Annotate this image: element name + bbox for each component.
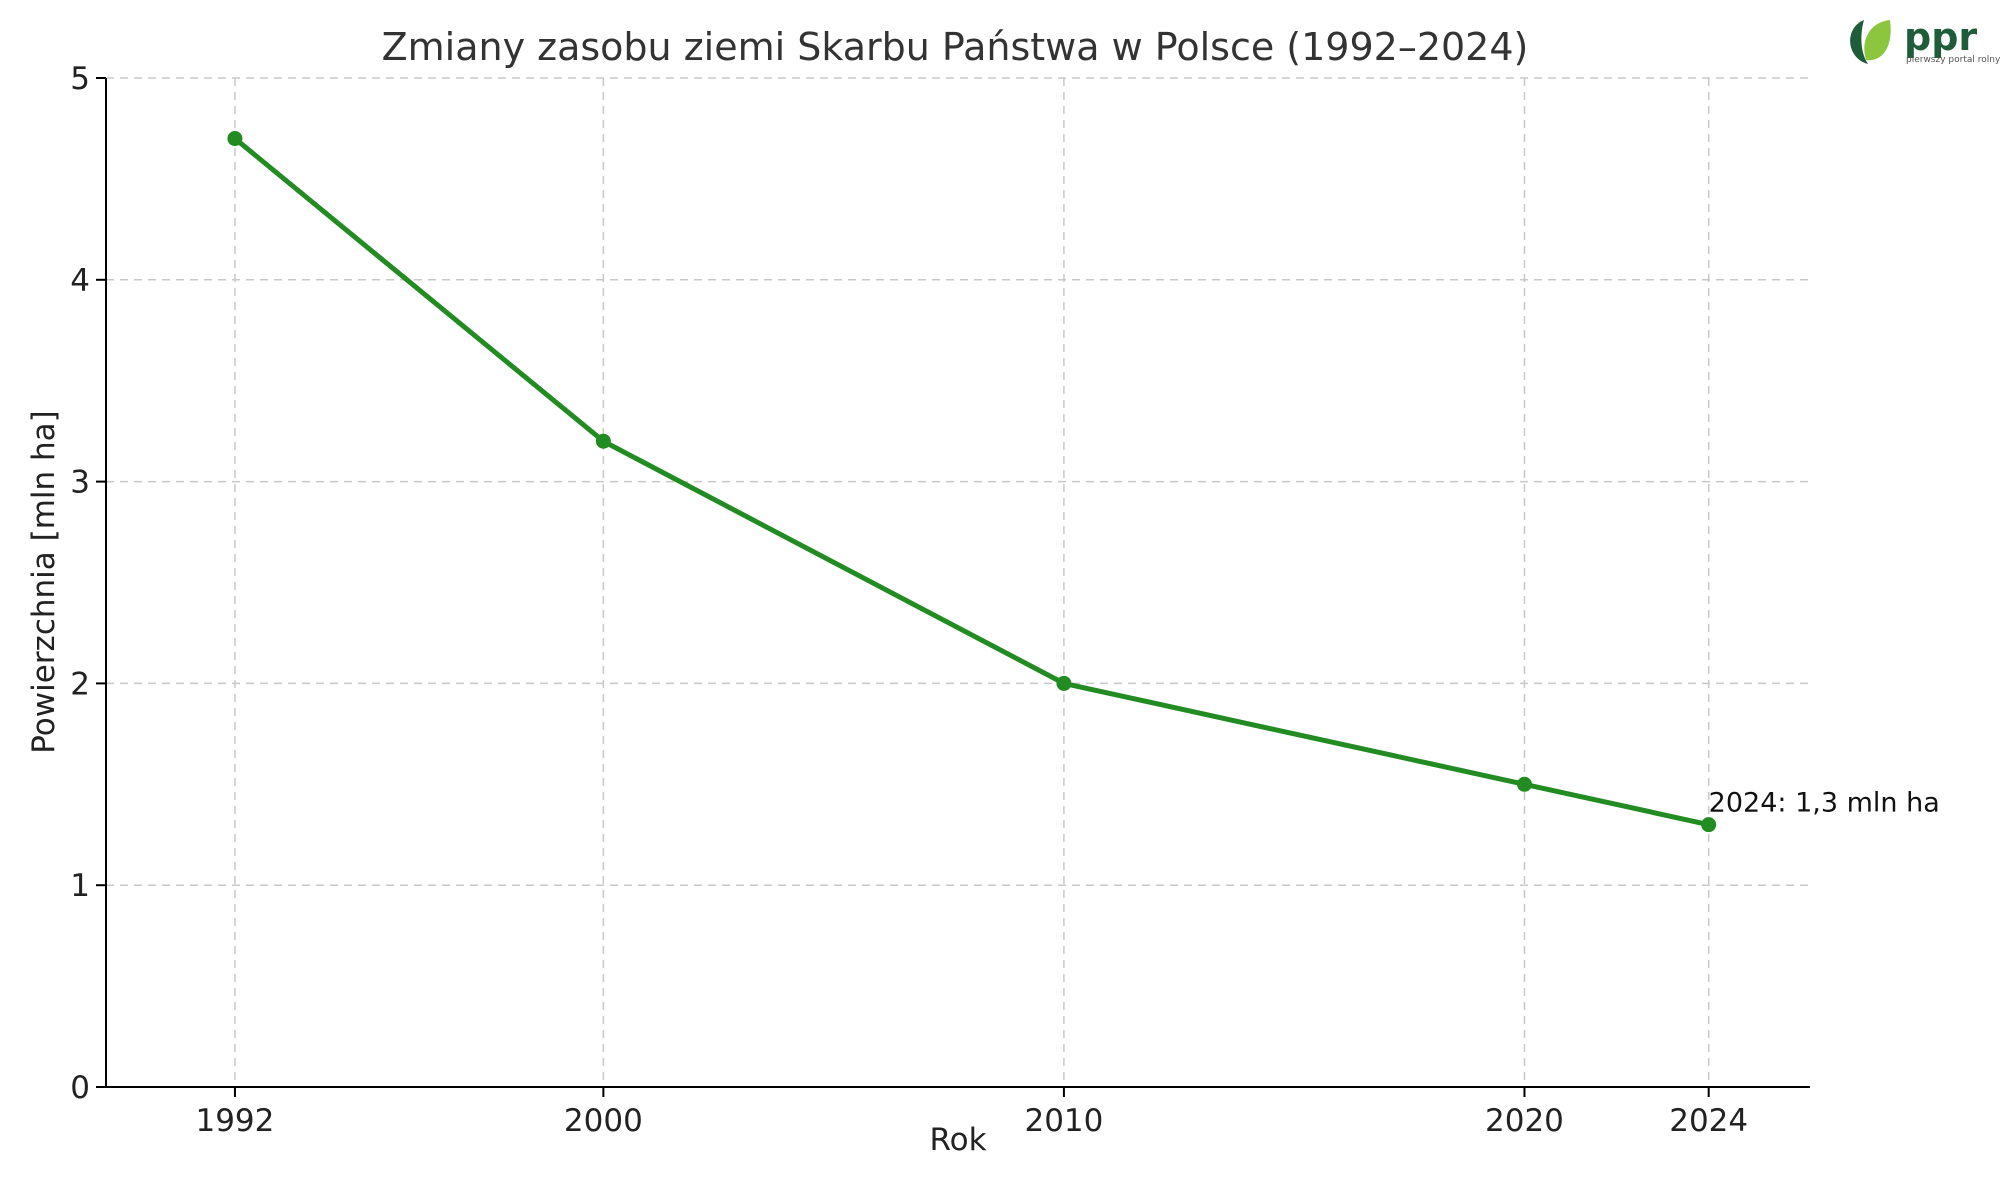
data-point [227, 131, 243, 147]
x-tick-label: 2000 [564, 1103, 643, 1139]
axes [105, 78, 1810, 1088]
data-point [1056, 675, 1072, 691]
grid [106, 77, 1810, 1087]
x-axis-label: Rok [929, 1122, 986, 1158]
logo-tagline: pierwszy portal rolny [1906, 55, 2000, 65]
chart-title: Zmiany zasobu ziemi Skarbu Państwa w Pol… [382, 25, 1529, 69]
ticks: 0 1 2 3 4 5 1992 2000 2010 2020 2024 [70, 61, 1748, 1139]
y-tick-label: 0 [70, 1070, 90, 1106]
annotations: 2024: 1,3 mln ha [1709, 788, 1940, 819]
logo-leaf-dark-icon [1850, 20, 1868, 64]
y-tick-label: 3 [70, 465, 90, 501]
data-label: 2024: 1,3 mln ha [1709, 788, 1940, 819]
y-tick-label: 4 [70, 263, 90, 299]
data-point [595, 433, 611, 449]
logo-leaf-light-icon [1864, 20, 1891, 61]
logo-wordmark: ppr [1904, 15, 1977, 59]
x-tick-label: 2024 [1669, 1103, 1748, 1139]
data-point [1701, 817, 1717, 833]
x-tick-label: 1992 [195, 1103, 274, 1139]
y-axis-label: Powierzchnia [mln ha] [26, 410, 62, 754]
series [227, 131, 1717, 833]
x-tick-label: 2010 [1024, 1103, 1103, 1139]
y-tick-label: 1 [70, 868, 90, 904]
ppr-logo: ppr pierwszy portal rolny [1850, 15, 2000, 65]
y-tick-label: 2 [70, 666, 90, 702]
x-tick-label: 2020 [1485, 1103, 1564, 1139]
data-point [1516, 776, 1532, 792]
y-tick-label: 5 [70, 61, 90, 97]
